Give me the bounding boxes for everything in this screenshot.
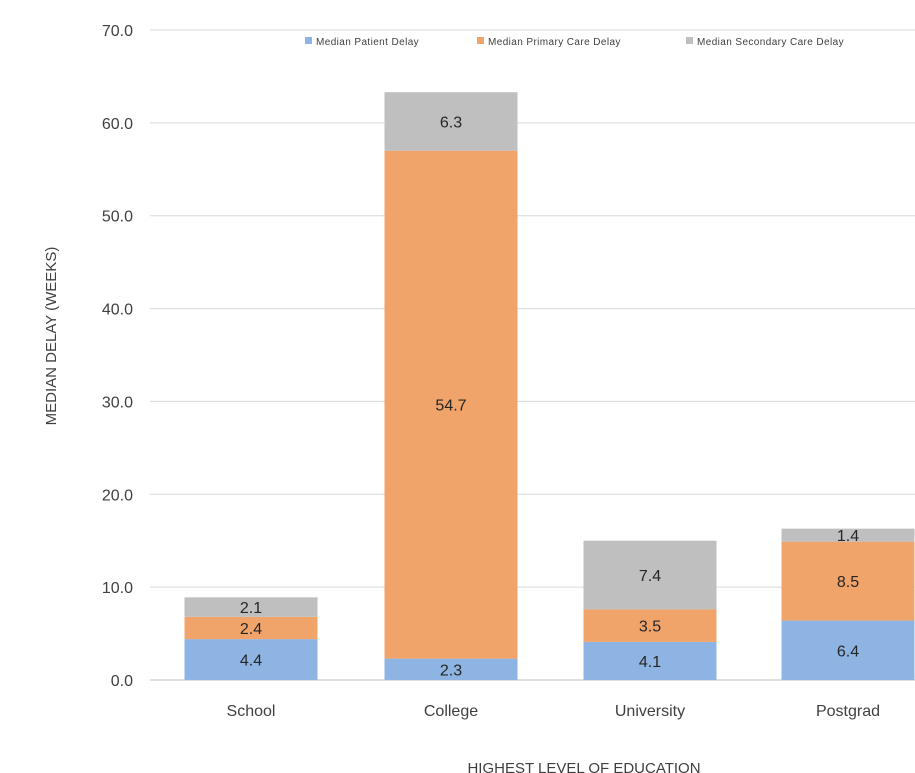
legend-swatch: [477, 37, 484, 44]
legend-swatch: [305, 37, 312, 44]
y-tick-label: 10.0: [102, 580, 133, 597]
y-tick-label: 20.0: [102, 487, 133, 504]
data-label: 2.4: [240, 621, 262, 638]
y-axis-label: MEDIAN DELAY (WEEKS): [43, 247, 60, 426]
x-tick-label: School: [227, 703, 276, 720]
data-label: 3.5: [639, 619, 661, 636]
x-tick-label: Postgrad: [816, 703, 880, 720]
bar-segment: [781, 541, 915, 621]
bar-segment: [583, 609, 717, 642]
bar-segment: [184, 639, 318, 680]
legend-swatch: [686, 37, 693, 44]
bar-segment: [781, 528, 915, 542]
data-label: 6.4: [837, 643, 859, 660]
y-tick-label: 0.0: [111, 673, 133, 690]
bar-segment: [184, 616, 318, 640]
y-tick-label: 60.0: [102, 116, 133, 133]
bar-segment: [184, 597, 318, 617]
x-axis-ticks: School College University Postgrad: [227, 703, 880, 720]
bar-segment: [583, 540, 717, 610]
y-tick-label: 70.0: [102, 23, 133, 40]
data-label: 4.4: [240, 653, 262, 670]
data-label: 4.1: [639, 654, 661, 671]
legend-label: Median Secondary Care Delay: [697, 37, 844, 48]
data-label: 2.3: [440, 662, 462, 679]
y-tick-label: 50.0: [102, 209, 133, 226]
data-label: 2.1: [240, 600, 262, 617]
data-label: 7.4: [639, 568, 661, 585]
data-label: 6.3: [440, 114, 462, 131]
x-tick-label: University: [615, 703, 685, 720]
y-tick-label: 30.0: [102, 394, 133, 411]
legend-label: Median Patient Delay: [316, 37, 419, 48]
data-label: 1.4: [837, 528, 859, 545]
bar-segment: [384, 150, 518, 659]
bar-segment: [781, 620, 915, 680]
y-tick-label: 40.0: [102, 302, 133, 319]
bar-segment: [384, 658, 518, 680]
bar-segment: [384, 92, 518, 151]
bar-segment: [583, 641, 717, 680]
y-axis-ticks: 0.0 10.0 20.0 30.0 40.0 50.0 60.0 70.0: [102, 23, 133, 690]
x-axis-label: HIGHEST LEVEL OF EDUCATION: [467, 760, 700, 773]
x-tick-label: College: [424, 703, 478, 720]
data-label: 8.5: [837, 574, 859, 591]
data-label: 54.7: [435, 398, 466, 415]
gridlines: [150, 29, 915, 681]
legend-label: Median Primary Care Delay: [488, 37, 621, 48]
legend: Median Patient Delay Median Primary Care …: [305, 37, 844, 48]
bars: 4.4 2.4 2.1 2.3 54.7 6.3 4.1 3.5 7.4 6.4 8.5 1.4: [184, 92, 915, 680]
